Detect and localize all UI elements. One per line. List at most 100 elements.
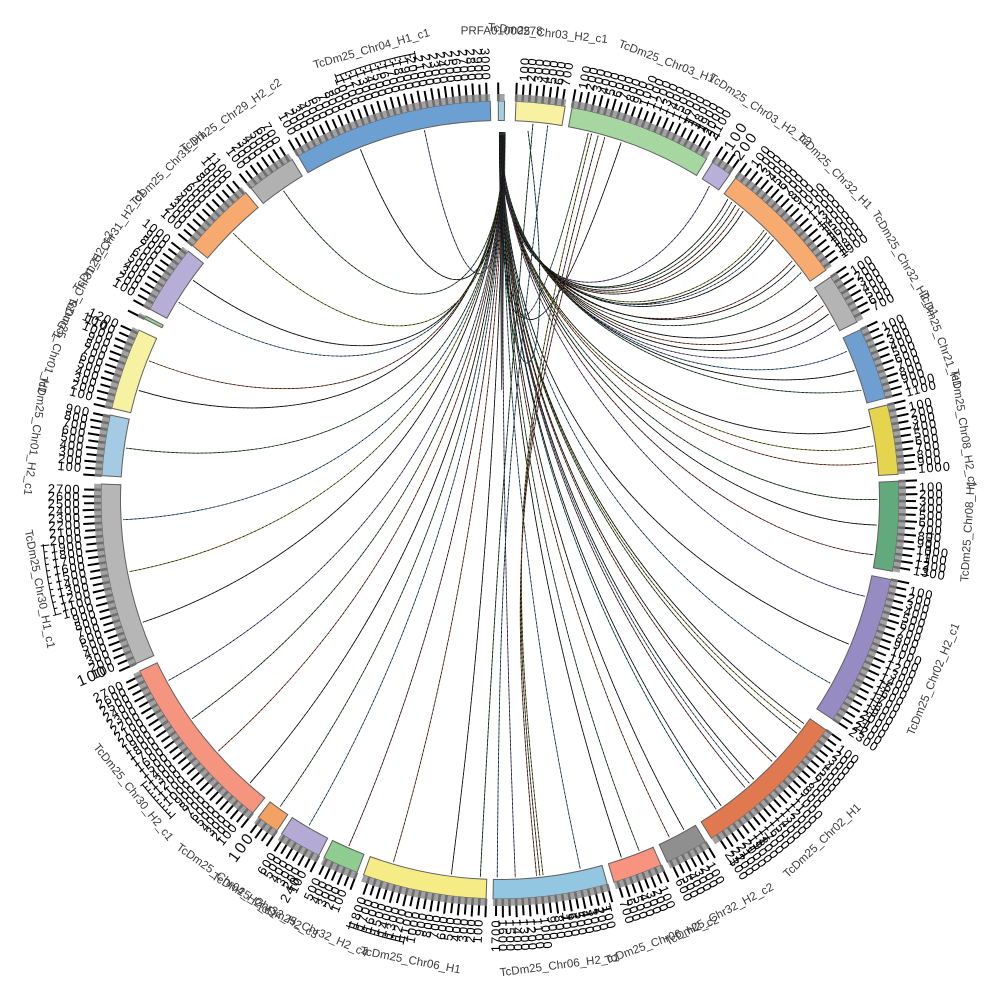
svg-text:1200: 1200 <box>388 906 410 941</box>
svg-text:1300: 1300 <box>516 918 533 952</box>
svg-text:600: 600 <box>609 72 630 100</box>
svg-text:400: 400 <box>448 916 465 942</box>
svg-text:2000: 2000 <box>403 55 424 90</box>
svg-text:300: 300 <box>530 57 547 83</box>
svg-text:600: 600 <box>898 617 926 639</box>
svg-text:1400: 1400 <box>55 572 90 593</box>
svg-text:900: 900 <box>899 365 927 386</box>
svg-text:500: 500 <box>913 423 940 442</box>
svg-text:100: 100 <box>470 918 486 943</box>
svg-text:800: 800 <box>551 914 569 941</box>
svg-text:200: 200 <box>57 451 83 468</box>
svg-text:2800: 2800 <box>463 48 480 82</box>
svg-text:800: 800 <box>622 76 644 104</box>
svg-text:2600: 2600 <box>48 489 81 504</box>
svg-text:2100: 2100 <box>48 524 82 541</box>
svg-text:1700: 1700 <box>488 919 503 952</box>
svg-text:200: 200 <box>919 486 944 501</box>
svg-text:1600: 1600 <box>52 558 87 578</box>
svg-text:600: 600 <box>918 514 943 530</box>
svg-text:100: 100 <box>57 458 83 475</box>
svg-text:100: 100 <box>516 56 532 81</box>
svg-text:200: 200 <box>906 590 933 610</box>
svg-text:700: 700 <box>918 521 944 538</box>
svg-text:2400: 2400 <box>433 51 452 86</box>
svg-text:2500: 2500 <box>440 50 459 84</box>
svg-text:400: 400 <box>537 58 555 84</box>
svg-text:200: 200 <box>582 65 602 92</box>
svg-text:400: 400 <box>596 68 617 96</box>
svg-text:2400: 2400 <box>48 503 81 519</box>
svg-text:300: 300 <box>919 494 944 509</box>
svg-text:1000: 1000 <box>402 909 423 944</box>
svg-text:700: 700 <box>75 619 103 641</box>
svg-text:200: 200 <box>523 57 540 83</box>
svg-text:1300: 1300 <box>56 579 91 600</box>
svg-text:1100: 1100 <box>915 549 949 568</box>
svg-text:700: 700 <box>915 437 941 455</box>
svg-text:600: 600 <box>551 59 569 86</box>
svg-text:2200: 2200 <box>48 517 82 534</box>
svg-text:700: 700 <box>616 74 638 102</box>
svg-text:1500: 1500 <box>502 919 518 952</box>
svg-text:500: 500 <box>919 507 944 523</box>
svg-text:2600: 2600 <box>448 49 466 83</box>
svg-text:600: 600 <box>914 430 941 448</box>
svg-text:300: 300 <box>589 66 609 93</box>
svg-text:600: 600 <box>433 914 451 940</box>
svg-text:1700: 1700 <box>51 551 86 570</box>
svg-text:900: 900 <box>64 400 91 420</box>
svg-text:700: 700 <box>426 913 445 940</box>
svg-text:1900: 1900 <box>50 537 84 555</box>
svg-text:2500: 2500 <box>48 496 81 511</box>
svg-text:800: 800 <box>419 912 438 939</box>
svg-text:1100: 1100 <box>530 917 548 950</box>
svg-text:1200: 1200 <box>913 556 948 576</box>
svg-text:100: 100 <box>919 479 944 495</box>
svg-text:1500: 1500 <box>53 565 88 585</box>
svg-text:900: 900 <box>917 452 943 469</box>
svg-text:100: 100 <box>907 394 934 414</box>
svg-text:1600: 1600 <box>495 919 510 952</box>
svg-text:300: 300 <box>455 917 472 943</box>
svg-text:1000: 1000 <box>537 916 555 950</box>
svg-text:600: 600 <box>77 626 105 648</box>
svg-text:200: 200 <box>70 376 98 397</box>
svg-text:700: 700 <box>896 623 924 645</box>
svg-text:100: 100 <box>575 63 595 90</box>
svg-text:600: 600 <box>623 896 645 924</box>
svg-text:900: 900 <box>916 535 942 552</box>
svg-text:1200: 1200 <box>523 918 540 952</box>
svg-text:800: 800 <box>63 407 90 426</box>
svg-text:PRFA01000278: PRFA01000278 <box>461 24 543 37</box>
svg-text:1000: 1000 <box>916 542 950 561</box>
svg-text:1800: 1800 <box>50 544 84 563</box>
svg-text:300: 300 <box>58 443 84 461</box>
svg-text:1100: 1100 <box>59 593 94 615</box>
svg-text:600: 600 <box>61 422 88 441</box>
svg-text:2000: 2000 <box>49 531 83 549</box>
svg-text:700: 700 <box>616 898 638 926</box>
svg-text:100: 100 <box>908 583 935 603</box>
svg-text:2300: 2300 <box>48 510 81 526</box>
svg-text:900: 900 <box>411 911 430 938</box>
svg-text:500: 500 <box>602 70 623 98</box>
svg-text:800: 800 <box>897 358 925 380</box>
svg-text:1200: 1200 <box>57 586 92 608</box>
svg-text:300: 300 <box>72 369 100 390</box>
svg-text:1400: 1400 <box>509 919 525 952</box>
svg-text:800: 800 <box>917 528 943 545</box>
svg-text:1800: 1800 <box>389 58 411 93</box>
svg-text:2300: 2300 <box>425 52 445 87</box>
svg-text:800: 800 <box>916 445 942 463</box>
svg-text:700: 700 <box>558 60 577 87</box>
svg-text:2100: 2100 <box>411 54 432 89</box>
svg-text:700: 700 <box>895 351 923 373</box>
svg-text:2200: 2200 <box>418 53 438 88</box>
svg-text:1300: 1300 <box>912 563 947 583</box>
svg-text:400: 400 <box>902 603 930 624</box>
svg-text:200: 200 <box>909 401 936 421</box>
svg-text:900: 900 <box>544 915 562 941</box>
svg-text:2900: 2900 <box>470 48 487 82</box>
svg-text:1000: 1000 <box>918 459 952 476</box>
